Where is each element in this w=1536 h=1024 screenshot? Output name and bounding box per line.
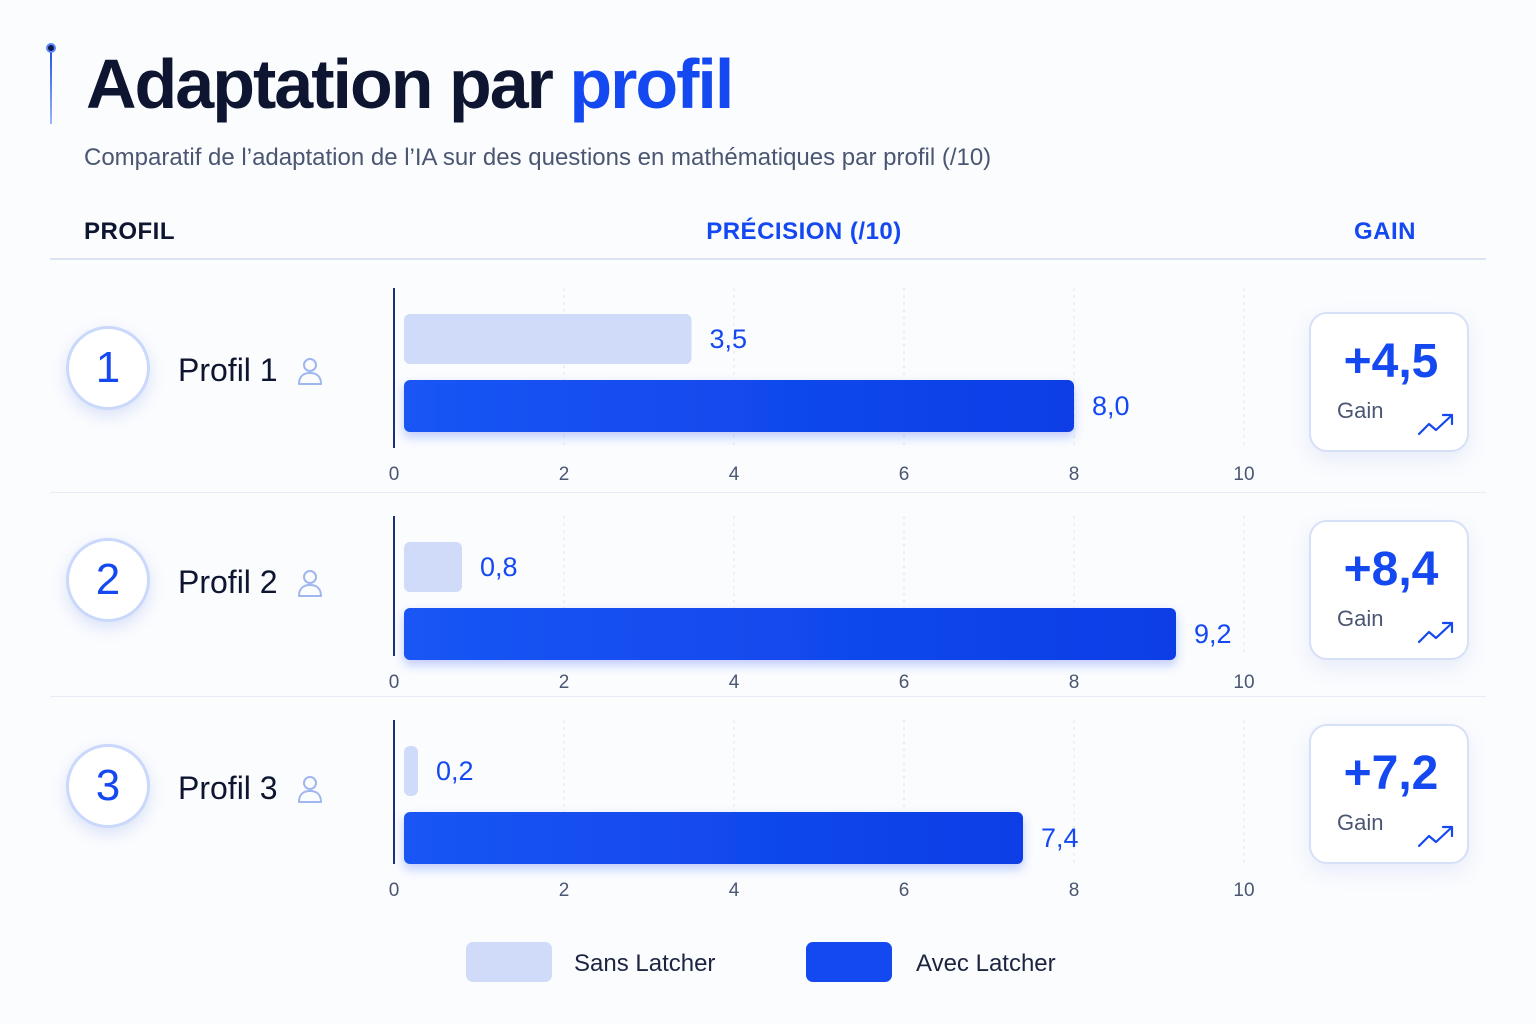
user-icon [298,358,322,385]
x-tick-label: 8 [1069,880,1080,901]
profile-name: Profil 1 [178,352,278,388]
x-tick-label: 8 [1069,672,1080,693]
gain-card: +7,2 Gain [1309,724,1469,864]
page-subtitle: Comparatif de l’adaptation de l’IA sur d… [84,144,992,171]
x-tick-label: 0 [389,672,400,693]
legend-swatch-avec [806,942,892,982]
x-tick-label: 6 [899,672,910,693]
legend-label-sans: Sans Latcher [574,950,716,977]
title-accent-dot [46,43,56,53]
header-divider [50,258,1486,260]
x-tick-label: 2 [559,464,570,485]
bar-sans-latcher [404,542,462,592]
x-tick-label: 10 [1233,464,1254,485]
bar-sans-latcher [404,314,692,364]
x-tick-label: 8 [1069,464,1080,485]
column-header-precision: PRÉCISION (/10) [706,218,902,245]
bar-sans-latcher [404,746,418,796]
chart-legend: Sans Latcher Avec Latcher [0,942,1536,984]
data-label-sans: 3,5 [710,324,748,354]
column-header-gain: GAIN [1354,218,1416,245]
user-icon [298,776,322,803]
title-accent-line [50,46,52,124]
bar-chart-svg: 0 2 4 6 8 10 0,8 9,2 [389,516,1255,693]
gain-card: +4,5 Gain [1309,312,1469,452]
profile-row: 1 Profil 1 0 2 4 6 8 10 3,5 8,0 +4,5 Gain [0,260,1536,492]
user-icon [298,570,322,597]
row-divider [50,696,1486,697]
x-tick-label: 4 [729,880,740,901]
data-label-sans: 0,2 [436,756,474,786]
bar-chart-svg: 0 2 4 6 8 10 0,2 7,4 [389,720,1255,901]
gain-value: +4,5 [1343,335,1439,388]
x-tick-label: 10 [1233,672,1254,693]
data-label-avec: 9,2 [1194,619,1232,649]
x-tick-label: 10 [1233,880,1254,901]
x-tick-label: 6 [899,464,910,485]
bar-avec-latcher [404,608,1176,660]
bar-avec-latcher [404,812,1023,864]
profile-number-badge: 1 [66,326,150,410]
x-tick-label: 4 [729,464,740,485]
x-tick-label: 2 [559,880,570,901]
trend-up-icon [1417,413,1454,436]
column-header-profil: PROFIL [84,218,175,245]
legend-swatch-sans [466,942,552,982]
title-part-1: Adaptation par [86,45,554,123]
data-label-avec: 7,4 [1041,823,1079,853]
legend-label-avec: Avec Latcher [916,950,1056,977]
data-label-avec: 8,0 [1092,391,1130,421]
profile-number-badge: 2 [66,538,150,622]
gain-label: Gain [1337,810,1384,835]
profile-chart: 0 2 4 6 8 10 0,8 9,2 [380,516,1260,696]
gain-label: Gain [1337,398,1384,423]
profile-number-badge: 3 [66,744,150,828]
gain-value: +8,4 [1343,543,1439,596]
x-tick-label: 0 [389,464,400,485]
page-title: Adaptation par profil [86,44,734,124]
bar-chart-svg: 0 2 4 6 8 10 3,5 8,0 [389,288,1255,485]
bar-avec-latcher [404,380,1074,432]
gain-value: +7,2 [1343,747,1439,800]
trend-up-icon [1417,621,1454,644]
title-part-2: profil [569,45,734,123]
x-tick-label: 0 [389,880,400,901]
profile-chart: 0 2 4 6 8 10 0,2 7,4 [380,720,1260,904]
data-label-sans: 0,8 [480,552,518,582]
trend-up-icon [1417,825,1454,848]
profile-row: 2 Profil 2 0 2 4 6 8 10 0,8 9,2 +8,4 Gain [0,494,1536,696]
row-divider [50,492,1486,493]
profile-name: Profil 3 [178,770,278,806]
x-tick-label: 6 [899,880,910,901]
x-tick-label: 2 [559,672,570,693]
profile-chart: 0 2 4 6 8 10 3,5 8,0 [380,288,1260,488]
x-tick-label: 4 [729,672,740,693]
gain-card: +8,4 Gain [1309,520,1469,660]
profile-row: 3 Profil 3 0 2 4 6 8 10 0,2 7,4 +7,2 Gain [0,698,1536,908]
gain-label: Gain [1337,606,1384,631]
profile-name: Profil 2 [178,564,278,600]
